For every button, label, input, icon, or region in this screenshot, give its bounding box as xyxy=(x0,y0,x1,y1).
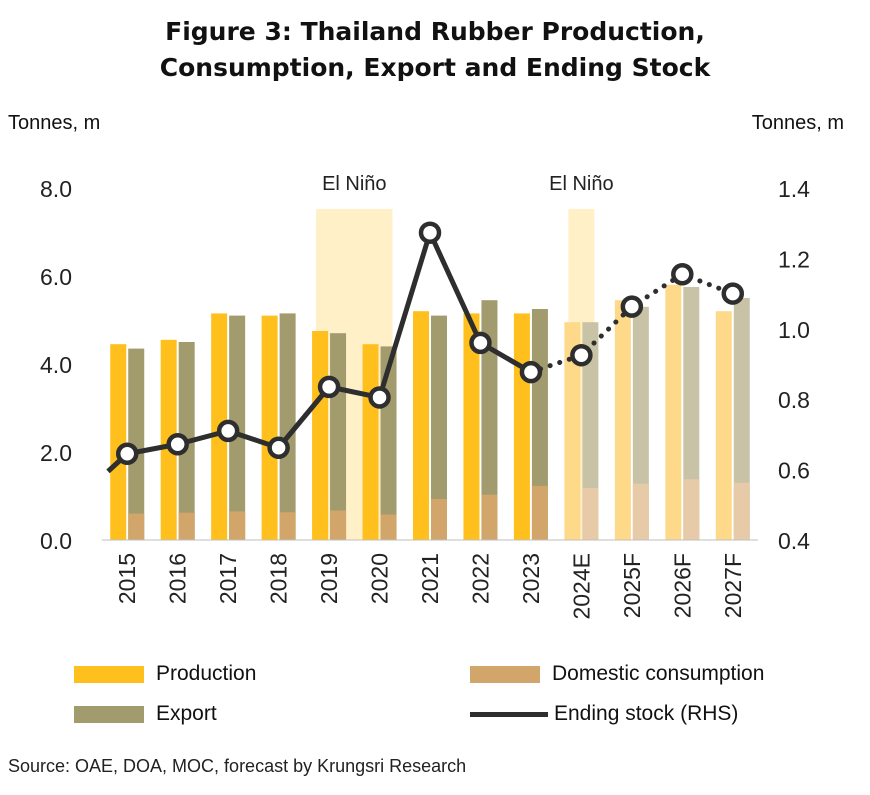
production-bar xyxy=(614,300,631,540)
chart-plot: El Niño El Niño 0.0 2.0 4.0 6.0 8.0 0.4 0.6 0.8 1.… xyxy=(40,173,810,620)
right-axis-unit: Tonnes, m xyxy=(751,112,844,134)
y2-tick-label: 0.6 xyxy=(778,458,810,484)
legend-ending-stock: Ending stock (RHS) xyxy=(470,702,738,726)
domestic-consumption-bar xyxy=(733,482,750,540)
ending-stock-point xyxy=(317,375,341,399)
x-tick-label: 2016 xyxy=(165,553,191,604)
production-bar xyxy=(312,331,329,540)
ending-stock-point xyxy=(620,295,644,318)
ending-stock-point xyxy=(570,343,593,367)
domestic-consumption-bar xyxy=(330,510,347,540)
ending-stock-point xyxy=(519,360,543,384)
x-tick-label: 2023 xyxy=(518,553,544,604)
x-tick-label: 2026F xyxy=(669,553,695,618)
domestic-consumption-bar xyxy=(279,512,296,540)
domestic-consumption-bar xyxy=(683,479,700,540)
export-bar xyxy=(632,306,649,540)
ending-stock-point xyxy=(671,262,694,286)
x-tick-label: 2021 xyxy=(417,553,443,604)
el-nino-label: El Niño xyxy=(549,173,613,195)
legend-production-swatch xyxy=(74,665,144,683)
legend-ending-stock-label: Ending stock (RHS) xyxy=(554,702,739,725)
ending-stock-point xyxy=(166,433,189,456)
x-tick-label: 2022 xyxy=(467,553,493,604)
y-tick-label: 0.0 xyxy=(40,528,72,554)
export-bar xyxy=(733,298,750,540)
y2-tick-label: 0.4 xyxy=(778,528,810,554)
source-note: Source: OAE, DOA, MOC, forecast by Krung… xyxy=(8,756,467,776)
production-bar xyxy=(715,311,732,540)
chart-title: Figure 3: Thailand Rubber Production, Co… xyxy=(0,14,870,86)
title-line-2: Consumption, Export and Ending Stock xyxy=(159,53,711,82)
y-tick-label: 2.0 xyxy=(40,440,72,466)
el-nino-label: El Niño xyxy=(322,173,386,195)
legend-production-label: Production xyxy=(156,662,257,685)
ending-stock-point xyxy=(418,221,442,244)
y2-tick-label: 1.0 xyxy=(778,317,810,343)
x-tick-label: 2018 xyxy=(266,553,292,604)
y2-tick-label: 1.4 xyxy=(778,176,810,202)
x-tick-label: 2020 xyxy=(367,553,393,604)
legend-export: Export xyxy=(74,702,217,726)
domestic-consumption-bar xyxy=(632,483,649,540)
ending-stock-point xyxy=(216,419,240,443)
domestic-consumption-bar xyxy=(481,494,498,540)
ending-stock-point xyxy=(267,436,290,460)
x-tick-label: 2025F xyxy=(619,553,645,618)
left-axis-unit: Tonnes, m xyxy=(8,112,101,134)
ending-stock-line xyxy=(106,230,533,474)
domestic-consumption-bar xyxy=(531,485,548,540)
production-bar xyxy=(463,313,480,540)
ending-stock-point xyxy=(721,282,745,305)
x-tick-label: 2027F xyxy=(720,553,746,618)
production-bar xyxy=(413,311,429,540)
production-bar xyxy=(261,315,278,540)
production-bar xyxy=(564,322,581,540)
export-bar xyxy=(481,300,498,540)
legend-domestic: Domestic consumption xyxy=(470,662,764,686)
domestic-consumption-bar xyxy=(229,511,246,540)
x-tick-label: 2015 xyxy=(114,553,140,604)
legend-domestic-swatch xyxy=(470,665,540,683)
production-bar xyxy=(665,284,682,540)
legend-export-label: Export xyxy=(156,702,217,725)
export-bar xyxy=(582,322,599,540)
y-tick-label: 8.0 xyxy=(40,176,72,202)
ending-stock-point xyxy=(469,331,492,355)
title-line-1: Figure 3: Thailand Rubber Production, xyxy=(165,17,705,46)
ending-stock-point xyxy=(368,386,391,409)
ending-stock-point xyxy=(115,442,139,466)
export-bar xyxy=(683,287,700,540)
production-bar xyxy=(110,344,127,540)
x-tick-label: 2017 xyxy=(215,553,241,604)
x-tick-label: 2024E xyxy=(568,553,594,620)
export-bar xyxy=(279,313,296,540)
production-bar xyxy=(513,313,530,540)
domestic-consumption-bar xyxy=(178,512,195,540)
x-tick-label: 2019 xyxy=(316,553,342,604)
y2-tick-label: 1.2 xyxy=(778,246,810,272)
legend-export-swatch xyxy=(74,705,144,723)
domestic-consumption-bar xyxy=(582,488,599,540)
ending-stock-forecast-line xyxy=(528,271,736,375)
el-nino-band xyxy=(316,209,393,540)
export-bar xyxy=(330,333,347,540)
export-bar xyxy=(128,348,145,540)
domestic-consumption-bar xyxy=(380,514,397,540)
y-tick-label: 6.0 xyxy=(40,264,72,290)
y2-tick-label: 0.8 xyxy=(778,387,810,413)
legend-ending-stock-line xyxy=(470,711,548,717)
domestic-consumption-bar xyxy=(431,499,447,540)
legend-production: Production xyxy=(74,662,256,686)
domestic-consumption-bar xyxy=(128,513,145,540)
production-bar xyxy=(362,344,379,540)
export-bar xyxy=(431,315,447,540)
legend-domestic-label: Domestic consumption xyxy=(552,662,765,685)
y-tick-label: 4.0 xyxy=(40,352,72,378)
